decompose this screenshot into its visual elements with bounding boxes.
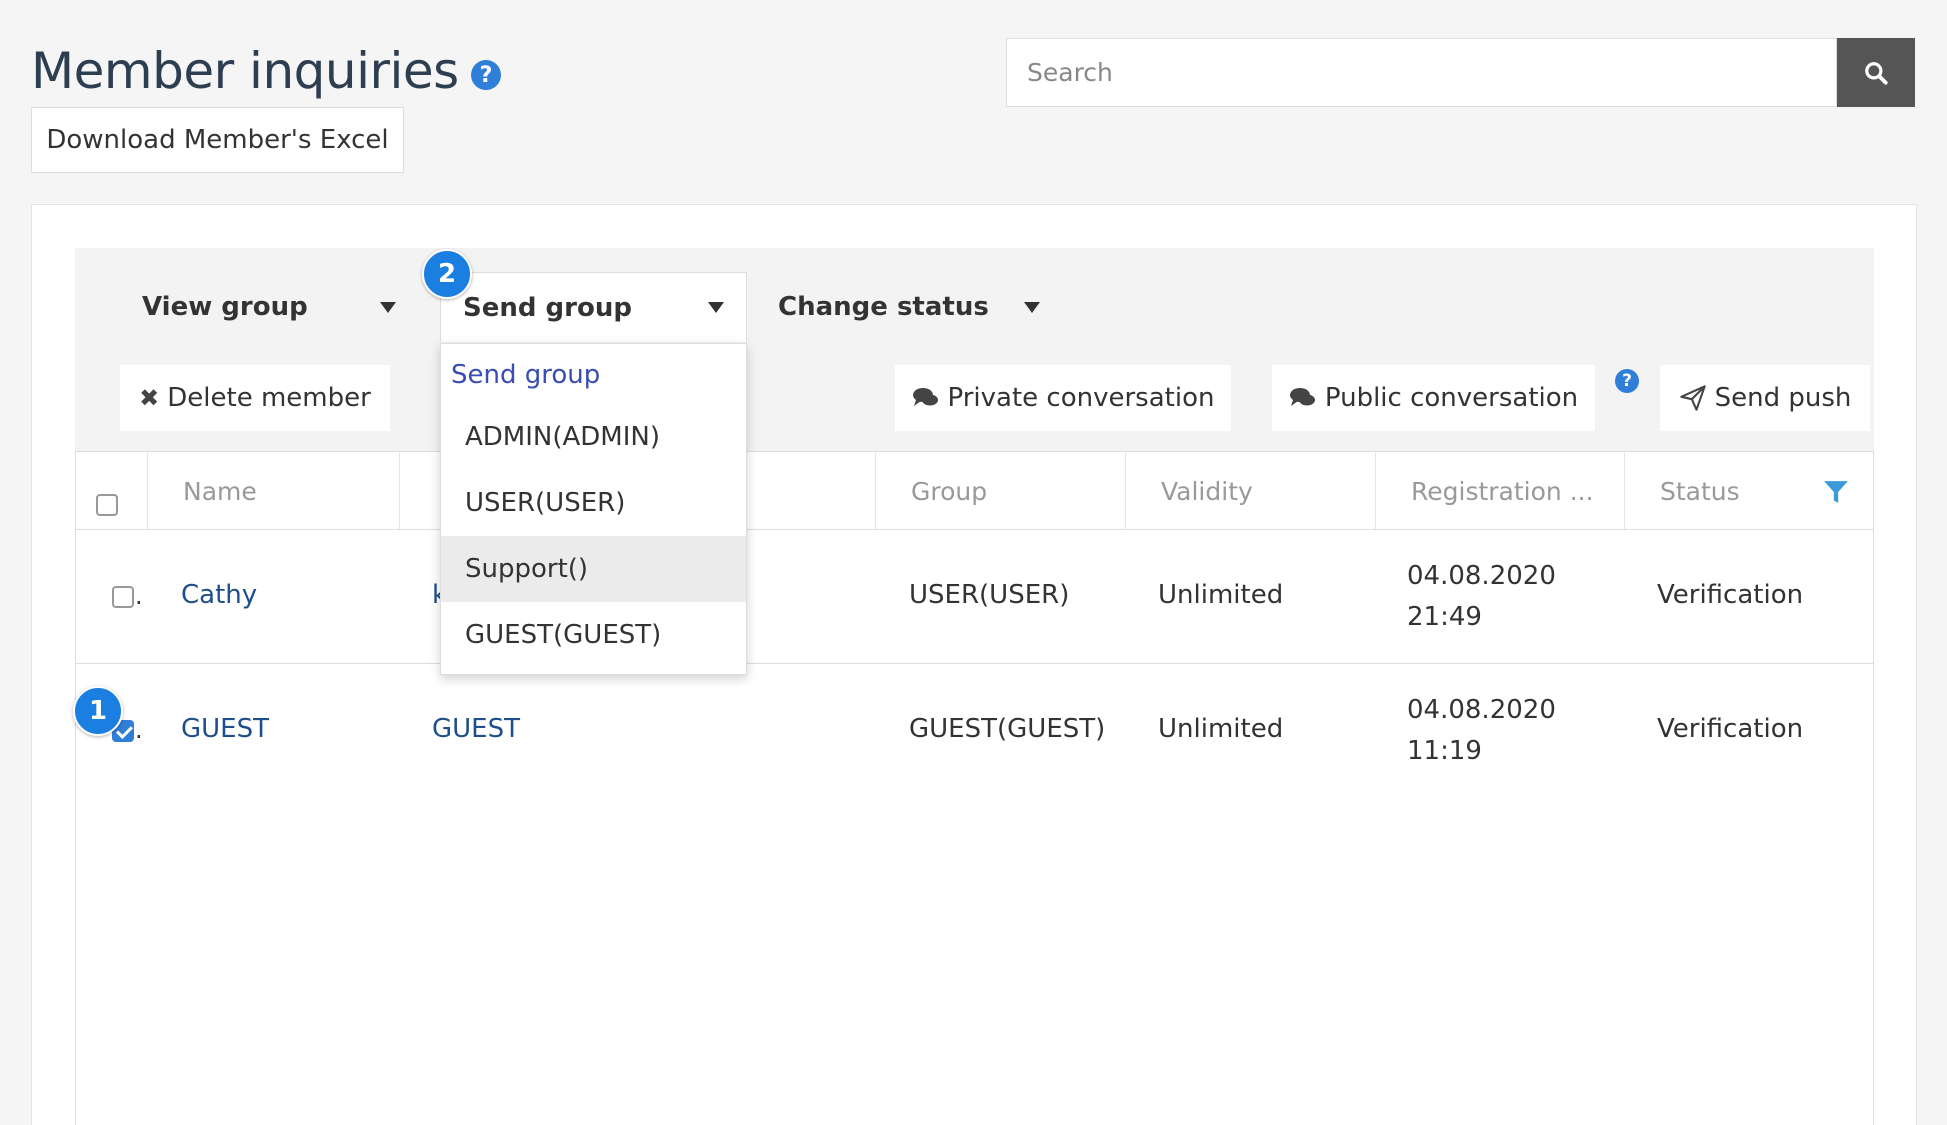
column-header-name[interactable]: Name (147, 453, 399, 529)
change-status-label: Change status (778, 292, 989, 322)
caret-down-icon (708, 302, 724, 313)
row-checkbox[interactable] (112, 586, 134, 608)
registration-date: 04.08.2020 (1407, 561, 1556, 591)
search-icon (1865, 61, 1888, 85)
step-badge-2: 2 (422, 249, 472, 299)
row-dot: . (135, 582, 143, 610)
page-title: Member inquiries ? (31, 42, 501, 100)
column-header-label: Validity (1161, 476, 1253, 506)
page-title-text: Member inquiries (31, 42, 459, 100)
private-conversation-label: Private conversation (947, 383, 1215, 413)
column-header-registration[interactable]: Registration ... (1375, 453, 1624, 529)
view-group-label: View group (142, 292, 308, 322)
step-badge-1: 1 (73, 686, 123, 736)
public-conversation-label: Public conversation (1324, 383, 1579, 413)
select-all-checkbox[interactable] (96, 494, 118, 516)
send-icon (1679, 385, 1706, 411)
caret-down-icon (380, 301, 396, 313)
help-icon[interactable]: ? (1615, 369, 1639, 393)
menu-item-support[interactable]: Support() (441, 536, 746, 602)
member-validity: Unlimited (1158, 714, 1284, 744)
search-input[interactable] (1006, 38, 1837, 107)
column-header-label: Name (183, 476, 257, 506)
menu-item-admin[interactable]: ADMIN(ADMIN) (465, 422, 660, 452)
registration-time: 21:49 (1407, 602, 1482, 632)
registration-time: 11:19 (1407, 736, 1482, 766)
menu-item-guest[interactable]: GUEST(GUEST) (465, 620, 662, 650)
delete-member-label: Delete member (167, 383, 371, 413)
send-group-dropdown[interactable]: Send group (440, 272, 747, 342)
download-excel-button[interactable]: Download Member's Excel (31, 107, 404, 173)
row-dot: . (135, 716, 143, 744)
member-registration: 04.08.2020 11:19 (1407, 690, 1556, 772)
search-bar (1006, 38, 1915, 107)
column-header-label: Registration ... (1411, 476, 1594, 506)
row-divider (75, 663, 1874, 664)
menu-item-user[interactable]: USER(USER) (465, 488, 626, 518)
close-icon: ✖ (139, 384, 160, 412)
member-name-link[interactable]: GUEST (181, 714, 269, 744)
chat-icon (1289, 388, 1315, 406)
caret-down-icon (1024, 301, 1040, 313)
registration-date: 04.08.2020 (1407, 695, 1556, 725)
column-header-validity[interactable]: Validity (1125, 453, 1375, 529)
filter-icon[interactable] (1823, 479, 1849, 505)
column-header-label: Status (1660, 476, 1740, 506)
member-status: Verification (1657, 580, 1804, 610)
send-push-button[interactable]: Send push (1660, 365, 1870, 431)
member-group: USER(USER) (909, 580, 1070, 610)
send-push-label: Send push (1714, 383, 1852, 413)
private-conversation-button[interactable]: Private conversation (895, 365, 1231, 431)
column-header-label: Group (911, 476, 988, 506)
delete-member-button[interactable]: ✖ Delete member (120, 365, 390, 431)
column-header-second[interactable] (399, 453, 875, 529)
column-header-status[interactable]: Status (1624, 453, 1874, 529)
member-status: Verification (1657, 714, 1804, 744)
send-group-label: Send group (463, 292, 632, 323)
public-conversation-button[interactable]: Public conversation (1272, 365, 1595, 431)
member-group: GUEST(GUEST) (909, 714, 1106, 744)
search-button[interactable] (1837, 38, 1915, 107)
send-group-menu: Send group ADMIN(ADMIN) USER(USER) Suppo… (440, 343, 747, 675)
header-divider (75, 529, 1874, 530)
member-second-link[interactable]: GUEST (432, 714, 520, 744)
change-status-dropdown[interactable]: Change status (756, 272, 1062, 342)
help-icon[interactable]: ? (470, 60, 501, 90)
view-group-dropdown[interactable]: View group (120, 272, 418, 342)
column-header-group[interactable]: Group (875, 453, 1125, 529)
member-validity: Unlimited (1158, 580, 1284, 610)
chat-icon (912, 388, 938, 406)
member-registration: 04.08.2020 21:49 (1407, 556, 1556, 638)
member-name-link[interactable]: Cathy (181, 580, 258, 610)
menu-header: Send group (451, 360, 601, 390)
